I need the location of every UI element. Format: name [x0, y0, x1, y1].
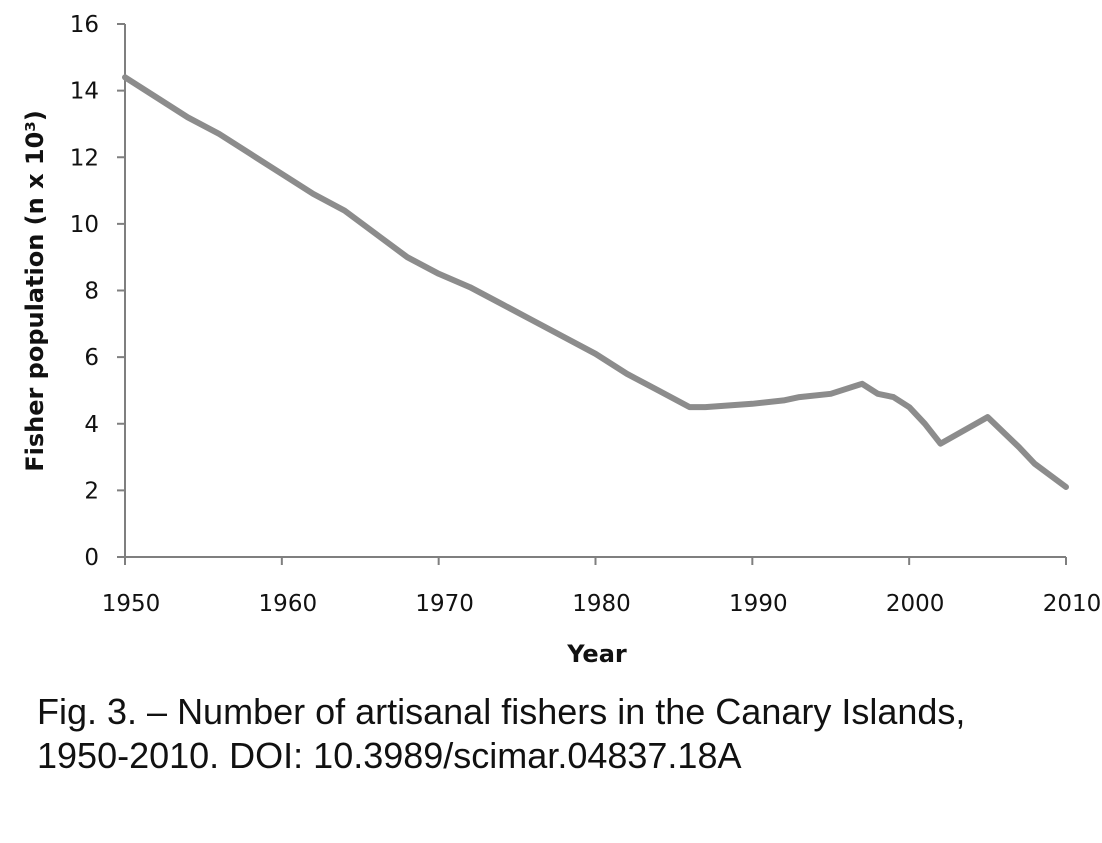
x-axis-title: Year: [566, 640, 627, 668]
x-tick-label: 1990: [729, 591, 788, 617]
x-tick-label: 2000: [886, 591, 945, 617]
y-tick-label: 16: [70, 12, 99, 38]
y-axis-title: Fisher population (n x 10³): [21, 110, 49, 472]
x-tick-label: 1970: [415, 591, 474, 617]
y-tick-label: 6: [84, 345, 99, 371]
x-tick-label: 1960: [259, 591, 318, 617]
plot-area: 0 2 4 6 8 10 12 14 16 1950 1960 1970 1980 1990 2000 201…: [70, 12, 1102, 617]
series-line-1: [122, 74, 1069, 490]
y-tick-label: 14: [70, 79, 99, 105]
y-tick-label: 2: [84, 478, 99, 504]
y-tick-label: 8: [84, 279, 99, 305]
y-tick-label: 0: [84, 545, 99, 571]
y-tick-label: 10: [70, 212, 99, 238]
caption-line-2: 1950-2010. DOI: 10.3989/scimar.04837.18A: [37, 735, 742, 776]
x-tick-label: 1950: [102, 591, 161, 617]
caption-line-1: Fig. 3. – Number of artisanal fishers in…: [37, 691, 966, 732]
figure-caption: Fig. 3. – Number of artisanal fishers in…: [37, 690, 1077, 778]
x-tick-label: 1980: [572, 591, 631, 617]
y-tick-label: 4: [84, 412, 99, 438]
x-tick-label: 2010: [1043, 591, 1102, 617]
y-tick-label: 12: [70, 145, 99, 171]
fisher-population-chart: 0 2 4 6 8 10 12 14 16 1950 1960 1970 1980 1990 2000 201…: [21, 12, 1102, 668]
